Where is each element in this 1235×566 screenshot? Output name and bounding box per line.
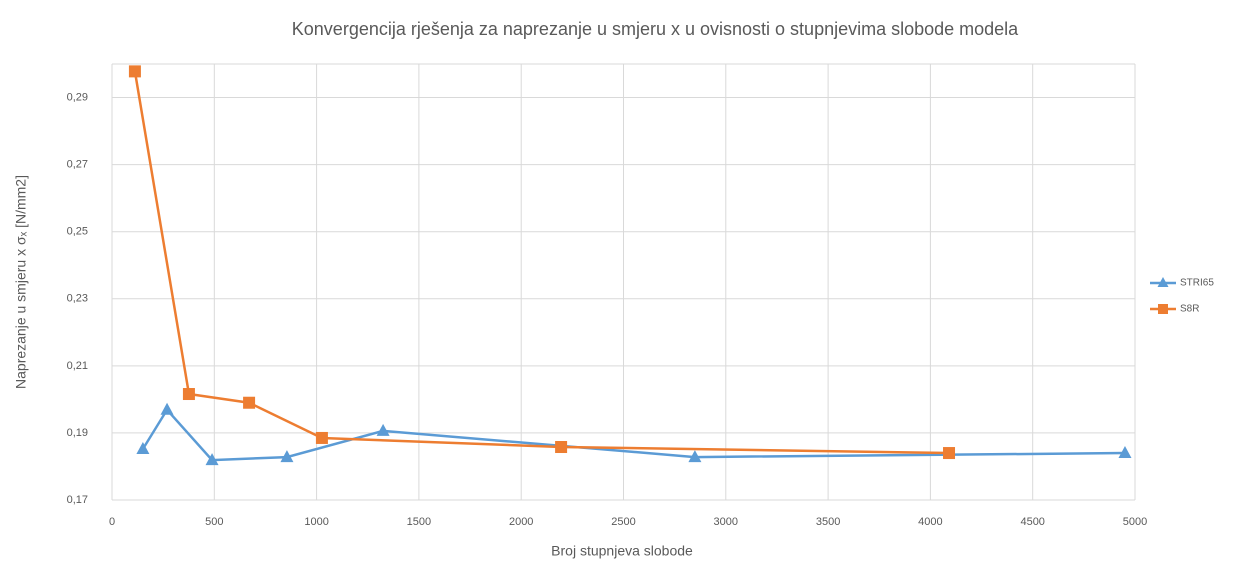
legend-label: S8R xyxy=(1180,304,1199,315)
y-tick-label: 0,19 xyxy=(67,427,88,439)
series-line xyxy=(141,407,1125,462)
marker xyxy=(1118,446,1132,459)
series-line xyxy=(133,71,950,455)
legend-label: STRI65 xyxy=(1180,278,1214,289)
x-tick-label: 2000 xyxy=(509,516,533,528)
legend-marker xyxy=(1157,277,1169,287)
marker xyxy=(555,441,568,454)
x-tick-label: 500 xyxy=(205,516,223,528)
y-tick-label: 0,27 xyxy=(67,159,88,171)
marker xyxy=(160,402,174,415)
y-tick-label: 0,23 xyxy=(67,293,88,305)
marker xyxy=(943,447,956,460)
y-axis-label: Naprezanje u smjeru x σₓ [N/mm2] xyxy=(13,175,29,389)
y-tick-label: 0,29 xyxy=(67,91,88,103)
x-tick-label: 2500 xyxy=(611,516,635,528)
x-tick-label: 1500 xyxy=(407,516,431,528)
marker xyxy=(182,388,195,401)
x-tick-label: 5000 xyxy=(1123,516,1147,528)
x-tick-label: 4500 xyxy=(1020,516,1044,528)
x-tick-label: 4000 xyxy=(918,516,942,528)
marker xyxy=(205,453,219,466)
x-tick-label: 3000 xyxy=(714,516,738,528)
x-tick-label: 3500 xyxy=(816,516,840,528)
y-tick-label: 0,21 xyxy=(67,360,88,372)
y-tick-label: 0,25 xyxy=(67,226,88,238)
marker xyxy=(688,450,702,463)
marker xyxy=(280,450,294,463)
chart-title: Konvergencija rješenja za naprezanje u s… xyxy=(292,19,1019,39)
x-tick-label: 1000 xyxy=(304,516,328,528)
marker xyxy=(128,65,141,78)
marker xyxy=(315,431,328,444)
marker xyxy=(243,396,256,409)
x-tick-label: 0 xyxy=(109,516,115,528)
marker xyxy=(136,442,150,455)
legend-marker xyxy=(1158,304,1168,314)
y-tick-label: 0,17 xyxy=(67,494,88,506)
marker xyxy=(376,423,390,436)
x-axis-label: Broj stupnjeva slobode xyxy=(551,543,693,559)
